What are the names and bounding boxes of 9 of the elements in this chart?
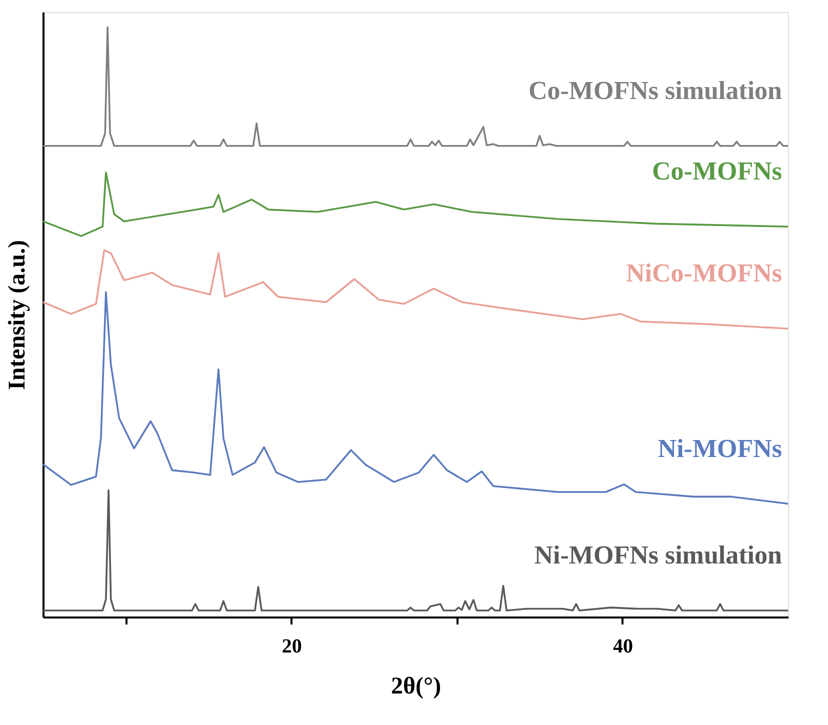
series-label: Co-MOFNs simulation [528,76,783,105]
series-label: Co-MOFNs [652,156,782,186]
x-tick-label: 40 [612,636,633,658]
series-label: NiCo-MOFNs [626,258,782,288]
series-label: Ni-MOFNs simulation [534,540,783,570]
y-axis-title: Intensity (a.u.) [4,240,30,390]
series-label: Ni-MOFNs [658,434,782,463]
x-tick-label: 20 [282,636,302,658]
x-axis-title: 2θ(°) [390,674,442,700]
